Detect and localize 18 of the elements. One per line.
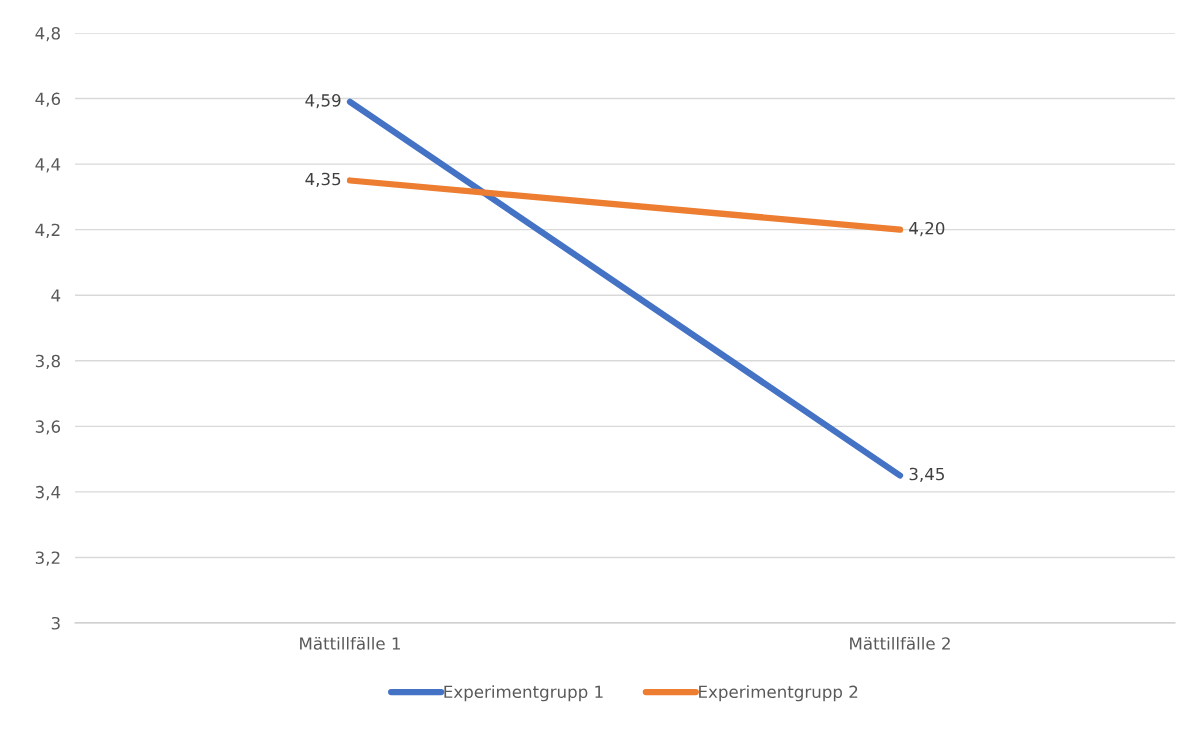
y-tick-label: 4,2 — [35, 223, 60, 238]
y-tick-label: 4,8 — [35, 26, 60, 42]
y-tick-label: 3 — [51, 616, 60, 630]
data-label: 4,35 — [305, 172, 341, 188]
data-label: 4,20 — [909, 221, 945, 237]
y-tick-label: 4,4 — [35, 158, 61, 173]
legend-label: Experimentgrupp 2 — [699, 685, 858, 702]
y-tick-label: 3,4 — [35, 485, 61, 501]
y-tick-label: 4,6 — [35, 92, 61, 107]
legend-label: Experimentgrupp 1 — [444, 685, 603, 702]
y-tick-label: 4 — [51, 289, 61, 302]
y-tick-label: 3,6 — [35, 420, 61, 435]
data-label: 4,59 — [305, 94, 341, 109]
x-tick-label: Mättillfälle 2 — [850, 636, 950, 650]
x-tick-label: Mättillfälle 1 — [300, 636, 400, 650]
y-tick-label: 3,2 — [35, 551, 60, 566]
data-label: 3,45 — [909, 467, 944, 483]
y-tick-label: 3,8 — [35, 354, 60, 370]
